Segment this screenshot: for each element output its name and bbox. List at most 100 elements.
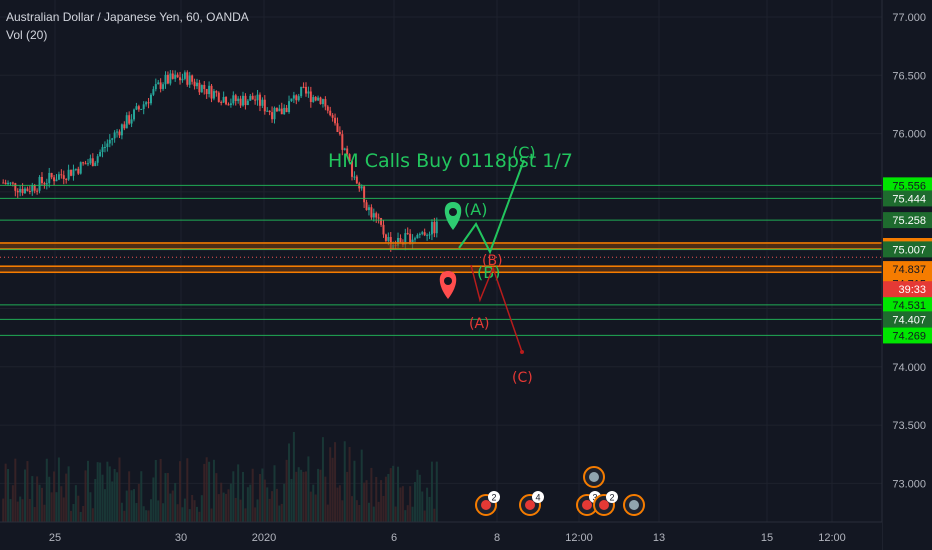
candle-body[interactable] [159, 82, 162, 89]
candle-body[interactable] [365, 202, 368, 211]
event-marker[interactable]: 2 [475, 491, 500, 516]
candle-body[interactable] [57, 174, 60, 180]
candle-body[interactable] [355, 176, 358, 184]
candle-body[interactable] [222, 96, 225, 103]
candle-body[interactable] [266, 110, 269, 112]
candle-body[interactable] [11, 182, 14, 184]
candle-body[interactable] [288, 101, 291, 113]
candle-body[interactable] [246, 100, 249, 106]
candle-body[interactable] [24, 188, 27, 194]
candle-body[interactable] [384, 234, 387, 241]
candle-body[interactable] [174, 74, 177, 79]
candle-body[interactable] [237, 98, 240, 102]
candle-body[interactable] [188, 75, 191, 85]
candle-body[interactable] [14, 183, 17, 191]
event-marker[interactable]: 2 [593, 491, 618, 516]
candle-body[interactable] [249, 95, 252, 101]
candle-body[interactable] [4, 182, 7, 185]
candle-body[interactable] [193, 81, 196, 87]
candle-body[interactable] [9, 182, 12, 184]
candle-body[interactable] [336, 123, 339, 133]
candle-body[interactable] [19, 188, 22, 193]
candle-body[interactable] [162, 84, 165, 89]
candle-body[interactable] [195, 82, 198, 87]
candle-body[interactable] [147, 102, 150, 104]
candle-body[interactable] [430, 222, 433, 235]
candle-body[interactable] [33, 185, 36, 191]
candle-body[interactable] [297, 96, 300, 101]
candle-body[interactable] [62, 175, 65, 179]
candle-body[interactable] [65, 178, 68, 180]
candle-body[interactable] [324, 99, 327, 107]
candle-body[interactable] [40, 176, 43, 184]
candle-body[interactable] [285, 107, 288, 113]
candle-body[interactable] [208, 85, 211, 95]
candle-body[interactable] [258, 94, 261, 106]
candle-body[interactable] [426, 234, 429, 236]
candle-body[interactable] [94, 162, 97, 167]
candle-body[interactable] [128, 115, 131, 124]
candle-body[interactable] [278, 108, 281, 112]
candle-body[interactable] [60, 174, 63, 176]
candle-body[interactable] [176, 74, 179, 78]
candle-body[interactable] [411, 239, 414, 245]
candle-body[interactable] [251, 95, 254, 100]
candle-body[interactable] [200, 84, 203, 93]
candle-body[interactable] [433, 222, 436, 234]
candle-body[interactable] [380, 218, 383, 225]
candle-body[interactable] [331, 115, 334, 118]
candle-body[interactable] [145, 102, 148, 105]
candle-body[interactable] [135, 106, 138, 110]
candle-body[interactable] [215, 91, 218, 93]
candle-body[interactable] [416, 234, 419, 239]
candle-body[interactable] [157, 82, 160, 85]
candle-body[interactable] [234, 95, 237, 102]
candle-body[interactable] [77, 168, 80, 174]
candle-body[interactable] [48, 172, 51, 184]
candle-body[interactable] [203, 84, 206, 89]
candle-body[interactable] [413, 238, 416, 240]
candle-body[interactable] [418, 233, 421, 235]
candle-body[interactable] [179, 77, 182, 81]
wave-drawings[interactable]: HM Calls Buy 0118pst 1/7 (A) (B) (C) (B) (A) (… [328, 143, 573, 386]
candle-body[interactable] [397, 238, 400, 246]
candle-body[interactable] [326, 106, 329, 111]
candle-body[interactable] [210, 85, 213, 99]
candle-body[interactable] [217, 92, 220, 102]
candle-body[interactable] [198, 82, 201, 93]
candle-body[interactable] [334, 117, 337, 124]
candle-body[interactable] [212, 91, 215, 99]
candle-body[interactable] [191, 75, 194, 82]
candle-body[interactable] [421, 232, 424, 234]
candle-body[interactable] [67, 169, 70, 180]
candle-body[interactable] [300, 86, 303, 97]
candle-body[interactable] [123, 124, 126, 129]
candle-body[interactable] [89, 158, 92, 164]
candle-body[interactable] [346, 148, 349, 155]
candle-body[interactable] [232, 95, 235, 104]
candle-body[interactable] [120, 124, 123, 136]
candle-body[interactable] [353, 176, 356, 178]
candle-body[interactable] [382, 224, 385, 235]
candle-body[interactable] [183, 72, 186, 79]
volume-indicator-label[interactable]: Vol (20) [6, 28, 48, 42]
candle-body[interactable] [399, 238, 402, 243]
candle-body[interactable] [2, 182, 5, 184]
event-markers[interactable]: 2 4 3 2 [475, 466, 645, 516]
candle-body[interactable] [375, 213, 378, 218]
candle-body[interactable] [329, 110, 332, 116]
candle-body[interactable] [254, 99, 257, 101]
candle-body[interactable] [377, 217, 380, 219]
bull-wave-line[interactable] [458, 159, 525, 255]
price-axis[interactable]: 77.00076.50076.00075.50075.00074.50074.0… [881, 0, 932, 550]
candle-body[interactable] [280, 108, 283, 115]
candle-body[interactable] [341, 134, 344, 150]
candle-body[interactable] [36, 190, 39, 192]
candle-body[interactable] [86, 163, 89, 165]
candle-body[interactable] [84, 163, 87, 165]
time-axis[interactable]: 25 30 2020 6 8 12:00 13 15 12:00 [0, 521, 882, 550]
candle-body[interactable] [220, 101, 223, 103]
candle-body[interactable] [404, 233, 407, 245]
candle-body[interactable] [273, 107, 276, 120]
